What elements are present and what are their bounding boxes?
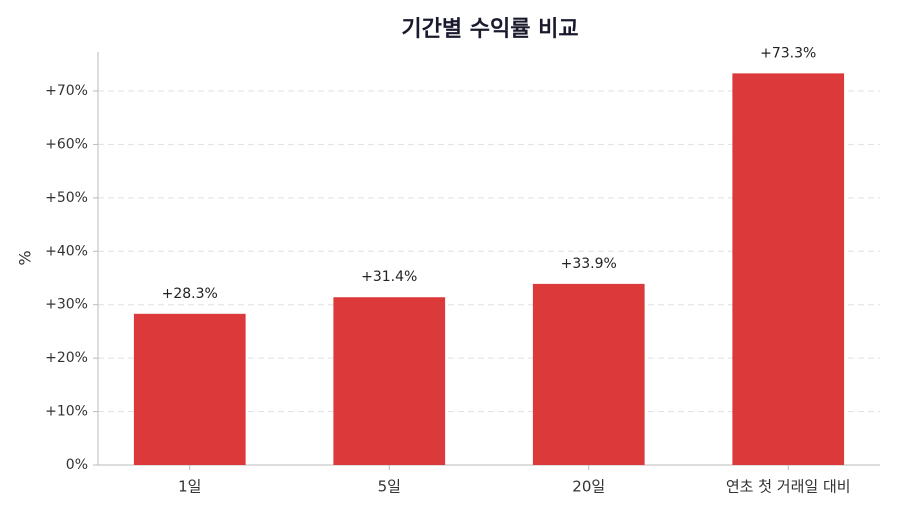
y-tick-label: 0% — [66, 457, 88, 473]
x-tick-label: 1일 — [178, 478, 201, 496]
y-axis-label: % — [16, 250, 35, 265]
value-label: +31.4% — [361, 269, 417, 285]
value-label: +33.9% — [561, 256, 617, 272]
chart-title: 기간별 수익률 비교 — [401, 17, 578, 42]
y-tick-label: +50% — [45, 190, 88, 206]
value-label: +28.3% — [162, 286, 218, 302]
y-tick-label: +20% — [45, 350, 88, 366]
x-tick-label: 20일 — [572, 478, 605, 496]
y-tick-label: +10% — [45, 404, 88, 420]
bar — [133, 313, 246, 465]
x-tick-label: 5일 — [378, 478, 401, 496]
y-tick-label: +60% — [45, 136, 88, 152]
bar — [333, 297, 446, 465]
y-tick-label: +70% — [45, 83, 88, 99]
y-tick-label: +30% — [45, 297, 88, 313]
y-tick-label: +40% — [45, 243, 88, 259]
x-tick-label: 연초 첫 거래일 대비 — [726, 478, 851, 496]
value-label: +73.3% — [760, 45, 816, 61]
bar — [532, 283, 645, 465]
bar — [732, 73, 845, 466]
